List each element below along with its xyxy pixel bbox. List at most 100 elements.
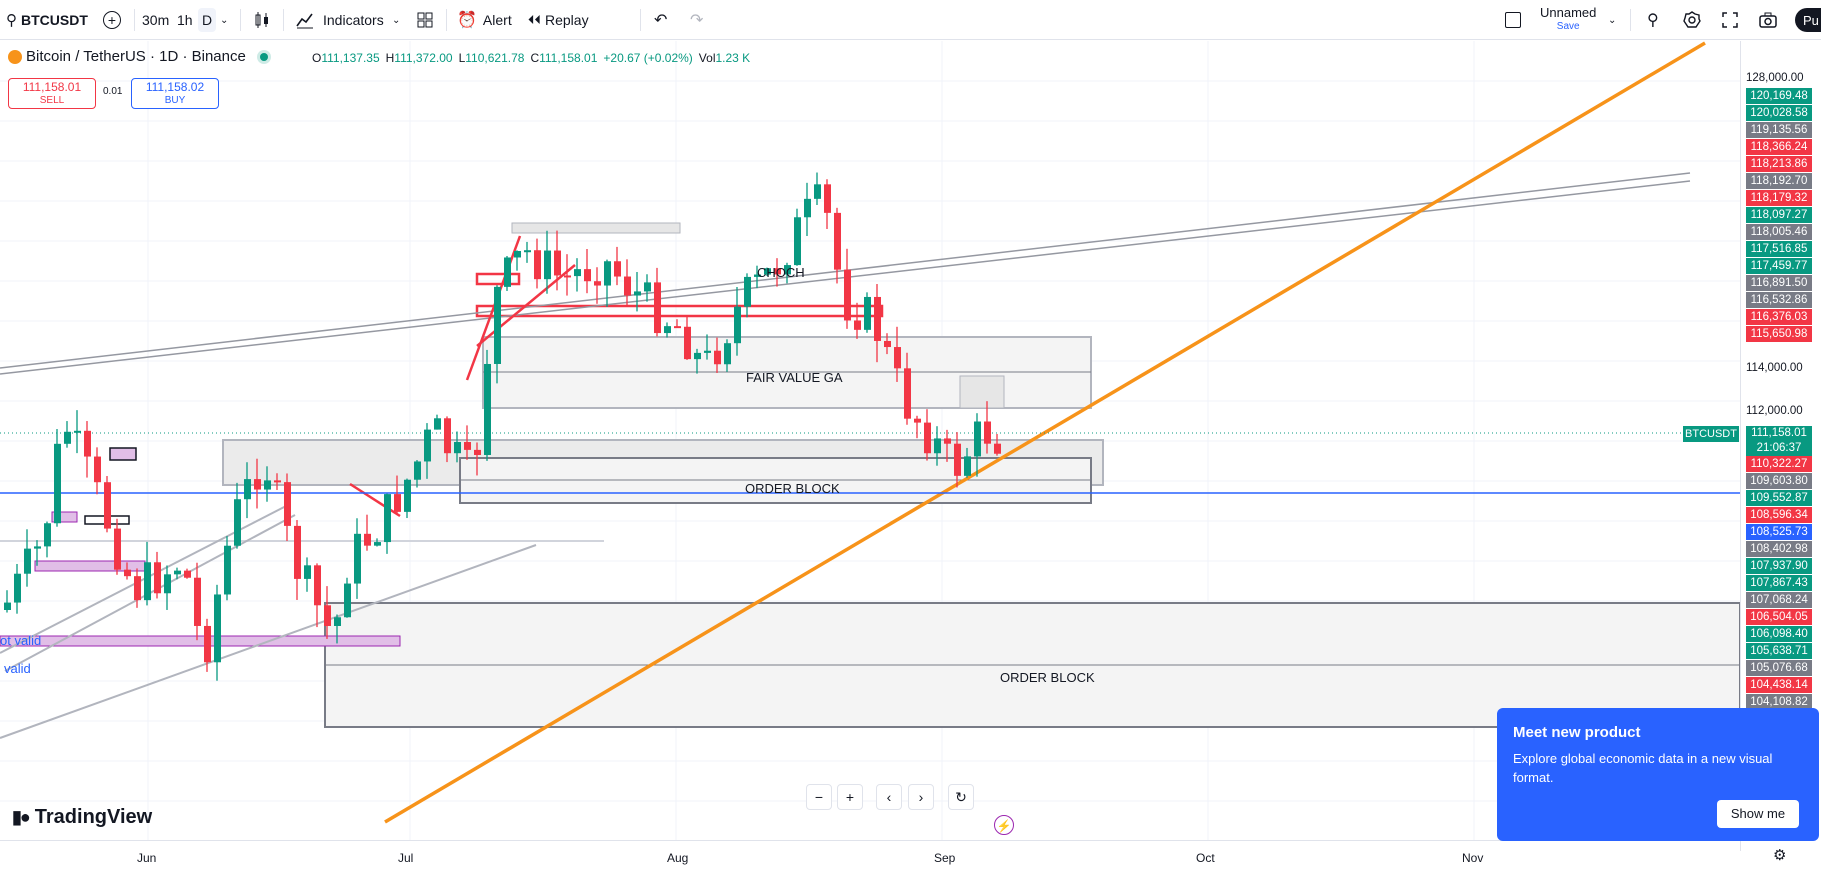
price-label: 120,169.48 (1746, 88, 1812, 104)
replay-button[interactable]: ⏴⏴ Replay (528, 0, 589, 40)
settings-button[interactable] (1683, 0, 1701, 40)
candle-body (24, 548, 31, 574)
reset-chart-button[interactable]: ↻ (948, 784, 974, 810)
axis-settings-icon[interactable]: ⚙ (1773, 847, 1787, 864)
time-tick-aug: Aug (667, 851, 689, 865)
camera-icon (1759, 12, 1777, 28)
plus-icon: + (845, 789, 855, 805)
interval-dropdown-icon[interactable]: ⌄ (220, 14, 229, 26)
alarm-clock-icon: ⏰ (457, 12, 477, 29)
order-block-label-upper: ORDER BLOCK (745, 481, 840, 496)
indicators-button[interactable]: Indicators (295, 0, 384, 40)
price-label: 106,504.05 (1746, 609, 1812, 625)
zoom-in-button[interactable]: + (837, 784, 863, 810)
add-symbol-button[interactable]: + (103, 0, 121, 40)
redo-button[interactable]: ↷ (690, 0, 703, 40)
interval-1h[interactable]: 1h (177, 12, 193, 28)
popup-title: Meet new product (1513, 724, 1641, 741)
candle-body (144, 562, 151, 601)
symbol-search[interactable]: ⚲ BTCUSDT (6, 0, 88, 40)
alert-label: Alert (482, 12, 512, 28)
candle-body (474, 449, 481, 455)
rewind-icon: ⏴⏴ (528, 12, 541, 27)
candle-body (644, 282, 651, 292)
price-label: 118,179.32 (1746, 190, 1812, 206)
candle-body (214, 594, 221, 663)
candle-body (184, 570, 191, 578)
interval-30m[interactable]: 30m (142, 12, 170, 28)
square-icon (1505, 12, 1521, 28)
scroll-left-button[interactable]: ‹ (876, 784, 902, 810)
countdown: 21:06:37 (1756, 442, 1802, 454)
sell-button[interactable]: 111,158.01 SELL (8, 78, 96, 109)
candle-body (534, 250, 541, 280)
zoom-out-button[interactable]: − (806, 784, 832, 810)
lightning-icon[interactable]: ⚡ (994, 815, 1014, 835)
candle-body (974, 421, 981, 457)
candle-body (914, 418, 921, 423)
ohlc-values: O111,137.35 H111,372.00 L110,621.78 C111… (312, 51, 750, 65)
fair-value-gap-label: FAIR VALUE GA (746, 370, 843, 385)
alert-button[interactable]: ⏰ Alert (457, 0, 512, 40)
candle-body (344, 583, 351, 618)
symbol-legend[interactable]: Bitcoin / TetherUS · 1D · Binance (8, 48, 268, 65)
tradingview-logo[interactable]: ▮● TradingView (12, 806, 152, 829)
candle-body (434, 418, 441, 430)
indicators-dropdown-icon[interactable]: ⌄ (392, 14, 401, 26)
quick-search-button[interactable]: ⚲ (1647, 0, 1659, 40)
replay-label: Replay (545, 12, 589, 28)
red-zone (475, 272, 521, 286)
candle-body (924, 422, 931, 454)
scroll-right-button[interactable]: › (908, 784, 934, 810)
current-price-label: 111,158.01 21:06:37 (1746, 426, 1812, 456)
price-label: 116,532.86 (1746, 292, 1812, 308)
fullscreen-button[interactable] (1721, 0, 1739, 40)
candle-body (614, 261, 621, 277)
candle-body (814, 184, 821, 199)
trend-line-grey (0, 544, 537, 739)
candle-body (844, 269, 851, 321)
zone-small (959, 375, 1005, 409)
time-axis[interactable] (0, 840, 1740, 872)
interval-d[interactable]: D (198, 8, 217, 32)
publish-button[interactable]: Pu (1795, 8, 1821, 32)
chart-area[interactable] (0, 41, 1821, 871)
chart-type-button[interactable] (253, 0, 271, 40)
price-label: 107,867.43 (1746, 575, 1812, 591)
price-label: 108,525.73 (1746, 524, 1812, 540)
candle-body (624, 276, 631, 296)
screenshot-button[interactable] (1758, 0, 1778, 40)
layout-name: Unnamed (1540, 5, 1597, 20)
buy-button[interactable]: 111,158.02 BUY (131, 78, 219, 109)
templates-button[interactable] (416, 0, 434, 40)
price-label: 109,603.80 (1746, 473, 1812, 489)
candle-body (74, 430, 81, 433)
candle-body (734, 306, 741, 344)
indicators-label: Indicators (323, 12, 384, 28)
candle-body (44, 523, 51, 547)
candle-body (384, 494, 391, 543)
price-label: 118,213.86 (1746, 156, 1812, 172)
candle-body (574, 269, 581, 277)
popup-body: Explore global economic data in a new vi… (1513, 751, 1773, 785)
candle-body (404, 479, 411, 512)
candle-body (754, 274, 761, 277)
candle-body (194, 577, 201, 626)
time-tick-oct: Oct (1196, 851, 1215, 865)
plus-circle-icon: + (103, 11, 121, 29)
candle-body (524, 250, 531, 253)
chart-canvas[interactable] (0, 41, 1821, 871)
price-label: 119,135.56 (1746, 122, 1812, 138)
undo-button[interactable]: ↶ (654, 0, 667, 40)
layout-dropdown-icon[interactable]: ⌄ (1608, 14, 1617, 26)
show-me-button[interactable]: Show me (1717, 800, 1799, 828)
price-label: 118,097.27 (1746, 207, 1812, 223)
candle-body (414, 461, 421, 480)
market-status-icon (259, 52, 268, 61)
layout-name-button[interactable]: Unnamed Save (1540, 0, 1596, 40)
candle-body (714, 350, 721, 365)
price-label: 105,076.68 (1746, 660, 1812, 676)
layout-checkbox[interactable] (1505, 0, 1521, 40)
price-tick: 112,000.00 (1746, 405, 1803, 417)
ohlc-open: O111,137.35 (312, 51, 380, 65)
